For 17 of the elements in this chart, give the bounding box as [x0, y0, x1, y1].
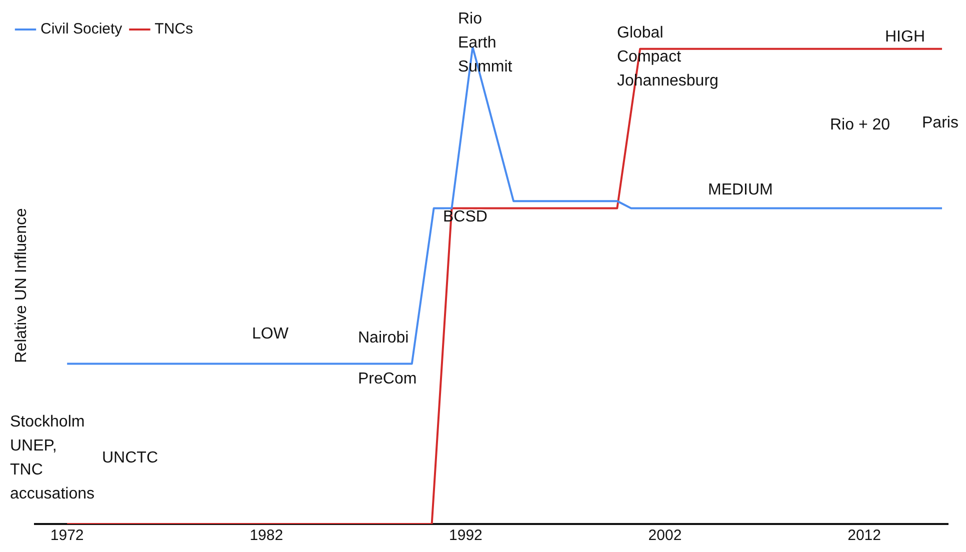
annotation: LOW	[252, 325, 290, 342]
x-tick-label: 2012	[848, 527, 881, 544]
y-axis-title: Relative UN Influence	[13, 208, 30, 363]
x-tick-label: 1982	[250, 527, 284, 544]
text: HIGH	[885, 28, 925, 46]
annotation: Rio + 20	[830, 116, 890, 134]
x-tick-label: 2002	[648, 527, 682, 544]
annotation: PreCom	[358, 370, 417, 388]
annotation: MEDIUM	[708, 181, 773, 198]
annotation: UNCTC	[102, 449, 158, 466]
legend-label: TNCs	[154, 20, 194, 38]
x-tick-label: 1992	[449, 527, 482, 544]
annotation: Paris	[922, 114, 958, 132]
annotation: Stockholm UNEP, TNC accusations	[10, 413, 94, 502]
x-tick-label: 1972	[50, 527, 84, 544]
legend-label: Civil Society	[40, 20, 123, 38]
annotation: Nairobi	[358, 329, 409, 346]
